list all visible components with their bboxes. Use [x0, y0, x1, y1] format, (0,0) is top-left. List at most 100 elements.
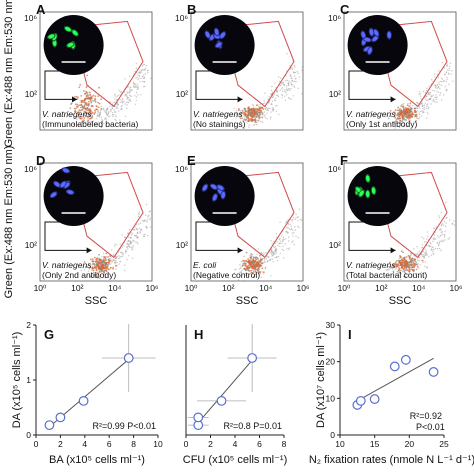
event-dot-dense: [86, 74, 88, 77]
event-dot: [392, 121, 394, 124]
event-dot-dense: [392, 265, 395, 268]
event-dot: [289, 223, 291, 226]
event-dot: [292, 71, 295, 73]
event-dot: [272, 110, 274, 112]
event-dot: [274, 253, 276, 255]
event-dot-dense: [95, 260, 98, 263]
event-dot: [275, 110, 278, 113]
y-tick-label: 1: [26, 375, 31, 385]
event-dot-dense: [399, 119, 401, 122]
event-dot: [244, 117, 246, 120]
event-dot: [443, 236, 446, 238]
event-dot: [437, 86, 440, 88]
event-dot: [293, 64, 296, 67]
event-dot-dense: [80, 103, 83, 106]
event-dot: [130, 232, 133, 234]
x-tick-label: 10²: [375, 283, 387, 293]
event-dot: [239, 267, 242, 270]
event-dot: [149, 226, 152, 228]
event-dot: [436, 87, 438, 90]
event-dot-dense: [394, 261, 397, 264]
event-dot: [144, 67, 147, 70]
event-dot-dense: [94, 111, 97, 114]
event-dot: [262, 106, 264, 108]
event-dot: [292, 95, 294, 97]
event-dot: [113, 109, 116, 111]
x-axis-title: SSC: [389, 295, 412, 307]
event-dot-dense: [402, 265, 404, 267]
event-dot: [275, 252, 277, 254]
event-dot: [240, 266, 242, 268]
event-dot: [243, 127, 245, 129]
event-dot: [127, 97, 129, 99]
event-dot: [423, 241, 426, 243]
event-dot-dense: [91, 116, 93, 119]
event-dot: [437, 247, 439, 250]
event-dot: [411, 262, 413, 264]
event-dot: [80, 269, 83, 272]
x-tick-label: 10: [153, 439, 163, 449]
event-dot: [433, 227, 435, 229]
event-dot: [137, 242, 139, 245]
data-point: [55, 412, 66, 423]
event-dot: [126, 98, 128, 100]
event-dot-dense: [404, 107, 407, 109]
panel-letter: F: [340, 153, 348, 168]
event-dot-dense: [404, 118, 407, 121]
event-dot: [119, 243, 121, 245]
event-dot: [426, 99, 429, 101]
x-tick-label: 10⁰: [338, 283, 351, 293]
event-dot: [128, 94, 131, 97]
event-dot-dense: [400, 109, 403, 112]
event-dot: [431, 79, 433, 81]
event-dot: [287, 219, 289, 221]
event-dot: [82, 116, 84, 119]
event-dot: [129, 100, 131, 102]
stat-text: R²=0.99 P<0.01: [92, 421, 156, 431]
event-dot-dense: [85, 103, 88, 106]
stained-cell: [202, 184, 208, 191]
event-dot: [438, 82, 440, 84]
event-dot: [114, 118, 116, 121]
data-point: [78, 396, 89, 406]
event-dot: [404, 276, 407, 278]
event-dot: [285, 91, 287, 94]
event-dot: [411, 275, 413, 277]
event-dot: [429, 98, 431, 101]
event-dot-dense: [85, 97, 88, 100]
y-tick-label: 10²: [329, 89, 341, 99]
event-dot: [302, 62, 304, 65]
event-dot-dense: [104, 264, 107, 267]
event-dot: [442, 224, 445, 227]
event-dot-dense: [413, 259, 416, 261]
event-dot-dense: [413, 269, 415, 272]
fit-line: [357, 357, 434, 402]
event-dot: [144, 85, 146, 88]
event-dot-dense: [405, 111, 408, 114]
stained-cell: [217, 185, 224, 190]
y-tick-label: 10⁶: [328, 164, 341, 174]
event-dot: [265, 108, 267, 111]
event-dot: [144, 73, 147, 75]
event-dot: [441, 80, 443, 83]
event-dot-dense: [103, 256, 105, 258]
event-dot-dense: [245, 113, 248, 116]
event-dot: [253, 124, 255, 126]
event-dot: [121, 246, 124, 248]
event-dot: [427, 113, 429, 115]
event-dot: [127, 248, 129, 250]
event-dot-dense: [257, 258, 259, 260]
event-dot: [111, 107, 113, 109]
event-dot: [434, 87, 437, 89]
event-dot: [233, 107, 235, 110]
event-dot-dense: [80, 106, 82, 109]
event-dot: [239, 264, 241, 266]
event-dot-dense: [403, 114, 405, 117]
event-dot: [249, 254, 251, 257]
event-dot: [259, 104, 261, 106]
event-dot-dense: [408, 120, 411, 122]
event-dot: [138, 223, 140, 225]
event-dot: [410, 254, 412, 257]
event-dot-dense: [237, 108, 240, 110]
event-dot: [418, 105, 420, 108]
